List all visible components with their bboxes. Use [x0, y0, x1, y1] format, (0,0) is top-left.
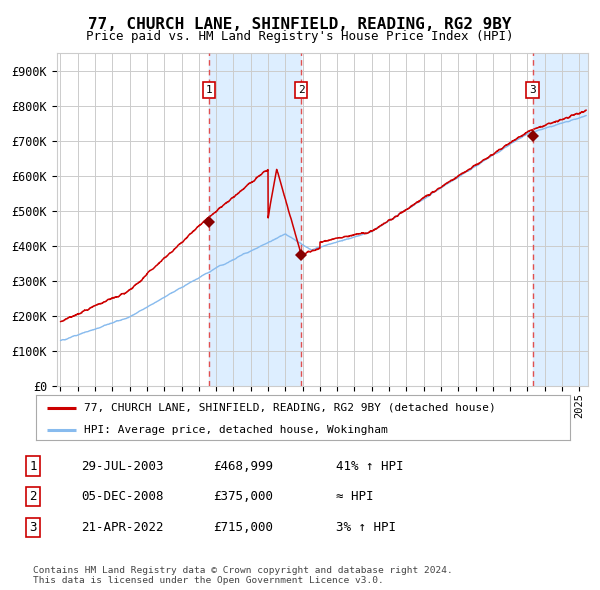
Text: £375,000: £375,000 — [213, 490, 273, 503]
Text: Contains HM Land Registry data © Crown copyright and database right 2024.
This d: Contains HM Land Registry data © Crown c… — [33, 566, 453, 585]
Text: 77, CHURCH LANE, SHINFIELD, READING, RG2 9BY (detached house): 77, CHURCH LANE, SHINFIELD, READING, RG2… — [84, 403, 496, 412]
Bar — [209, 53, 301, 386]
Text: 29-JUL-2003: 29-JUL-2003 — [81, 460, 163, 473]
Text: HPI: Average price, detached house, Wokingham: HPI: Average price, detached house, Woki… — [84, 425, 388, 435]
Text: 1: 1 — [205, 85, 212, 95]
Text: 21-APR-2022: 21-APR-2022 — [81, 521, 163, 534]
Text: 1: 1 — [29, 460, 37, 473]
Text: 2: 2 — [29, 490, 37, 503]
Bar — [533, 53, 588, 386]
Text: ≈ HPI: ≈ HPI — [336, 490, 374, 503]
Text: 3: 3 — [29, 521, 37, 534]
Text: 3% ↑ HPI: 3% ↑ HPI — [336, 521, 396, 534]
Text: Price paid vs. HM Land Registry's House Price Index (HPI): Price paid vs. HM Land Registry's House … — [86, 30, 514, 43]
Text: 3: 3 — [529, 85, 536, 95]
Text: £468,999: £468,999 — [213, 460, 273, 473]
Text: 41% ↑ HPI: 41% ↑ HPI — [336, 460, 404, 473]
Text: £715,000: £715,000 — [213, 521, 273, 534]
Text: 77, CHURCH LANE, SHINFIELD, READING, RG2 9BY: 77, CHURCH LANE, SHINFIELD, READING, RG2… — [88, 17, 512, 32]
Text: 05-DEC-2008: 05-DEC-2008 — [81, 490, 163, 503]
Text: 2: 2 — [298, 85, 305, 95]
